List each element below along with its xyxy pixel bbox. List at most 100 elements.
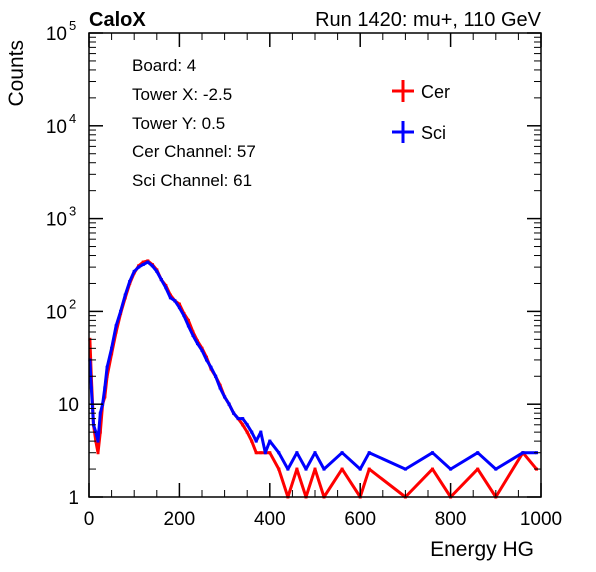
x-tick-label: 400 [254,509,286,530]
data-point-cer [367,467,371,471]
x-axis-label: Energy HG [430,538,534,561]
data-point-sci [476,451,480,455]
y-tick-label: 10 [46,210,67,231]
series-line-cer [88,259,538,499]
x-tick-label: 1000 [520,509,562,530]
data-point-sci [263,451,267,455]
data-point-sci [119,309,123,313]
series-line-sci [88,260,537,471]
data-point-sci [254,439,258,443]
x-tick-label: 200 [164,509,196,530]
legend-cer-label: Cer [421,82,450,102]
data-point-sci [177,306,181,310]
data-point-sci [141,263,145,266]
data-point-sci [159,278,163,282]
data-point-cer [295,467,299,471]
data-point-sci [168,296,172,300]
data-point-cer [186,318,190,322]
data-point-sci [164,286,168,290]
y-tick-label: 10 [58,395,79,416]
data-point-sci [268,439,272,443]
data-point-cer [431,467,434,471]
data-point-sci [259,430,263,434]
data-point-sci [241,417,245,421]
data-point-sci [89,386,93,390]
data-point-sci [146,260,150,264]
data-point-sci [218,386,222,390]
data-point-sci [155,269,159,273]
y-tick-label: 10 [46,24,67,45]
data-point-cer [476,467,480,471]
series-cer [88,259,538,499]
data-point-sci [304,467,308,471]
y-tick-label-exponent: 4 [69,111,76,126]
data-point-sci [286,467,290,471]
data-point-sci [223,395,227,399]
data-point-cer [259,451,263,455]
data-point-sci [123,293,127,297]
y-axis-label: Counts [5,40,28,107]
data-point-cer [254,451,258,455]
data-point-sci [196,342,199,346]
data-point-sci [521,451,525,455]
data-point-sci [182,314,186,318]
x-tick-label: 0 [84,509,95,530]
data-point-sci [295,451,299,455]
header-left-label: CaloX [89,9,146,31]
series-sci [88,260,538,471]
data-point-sci [494,467,498,471]
data-point-sci [191,334,195,337]
data-point-sci [232,411,236,415]
data-point-sci [367,451,371,455]
data-point-cer [313,467,317,471]
data-point-sci [245,423,249,427]
data-point-sci [403,467,407,471]
data-point-sci [103,386,107,390]
info-line-cer-channel: Cer Channel: 57 [132,142,256,161]
data-point-cer [96,451,100,455]
x-tick-label: 800 [435,509,467,530]
data-point-sci [340,451,344,455]
data-point-sci [358,467,362,471]
data-point-cer [98,430,102,434]
y-tick-label: 10 [46,302,67,323]
data-point-sci [236,417,240,421]
data-point-sci [128,280,132,283]
data-point-sci [150,264,154,268]
data-point-sci [205,358,208,362]
data-point-sci [322,467,326,471]
legend: Cer Sci [392,80,450,143]
data-point-sci [173,299,177,303]
header-right-label: Run 1420: mu+, 110 GeV [315,9,542,31]
data-point-sci [96,439,100,443]
data-point-sci [105,365,109,369]
data-point-sci [110,346,114,350]
info-box: Board: 4 Tower X: -2.5 Tower Y: 0.5 Cer … [132,56,256,190]
data-point-sci [250,430,254,434]
data-point-sci [277,451,281,455]
data-point-sci [449,467,453,471]
y-tick-label: 10 [46,117,67,138]
data-point-sci [313,451,317,455]
data-point-cer [277,467,281,471]
data-point-sci [132,269,136,273]
data-point-sci [114,324,118,328]
data-point-cer [340,467,344,471]
info-line-board: Board: 4 [132,56,196,75]
data-point-sci [209,365,213,369]
y-tick-label-exponent: 3 [69,204,76,219]
y-tick-label: 1 [68,488,79,509]
y-tick-label-exponent: 2 [69,296,76,311]
data-point-sci [98,411,102,415]
info-line-sci-channel: Sci Channel: 61 [132,171,252,190]
info-line-tower-x: Tower X: -2.5 [132,85,232,104]
x-tick-label: 600 [344,509,376,530]
series-layer [88,259,538,499]
data-point-sci [227,402,231,406]
data-point-sci [186,324,190,328]
data-point-cer [241,423,245,427]
data-point-sci [214,374,218,378]
data-point-cer [268,451,272,455]
